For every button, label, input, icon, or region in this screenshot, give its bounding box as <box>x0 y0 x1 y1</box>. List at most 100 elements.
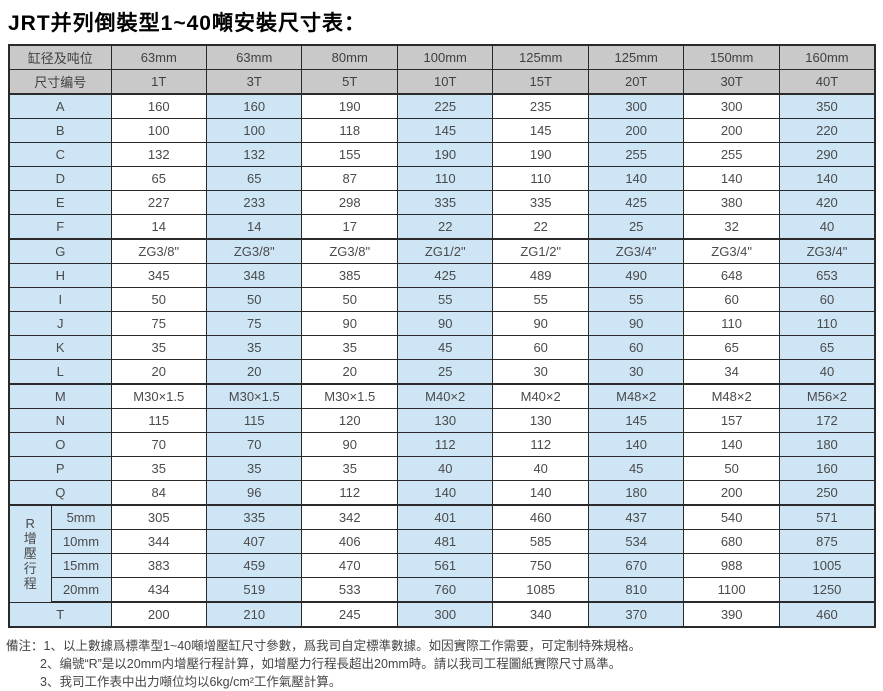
data-cell: 585 <box>492 529 589 554</box>
data-cell: 50 <box>301 287 398 312</box>
data-cell: 140 <box>492 480 589 506</box>
data-cell: 50 <box>683 456 780 481</box>
table-row: E 227 233 298 335 335 425 380 420 <box>8 190 876 215</box>
data-cell: 45 <box>587 456 685 481</box>
data-cell: 407 <box>205 529 303 554</box>
data-cell: 130 <box>492 408 589 433</box>
table-row: Q 84 96 112 140 140 180 200 250 <box>8 480 876 506</box>
table-row: P 35 35 35 40 40 45 50 160 <box>8 456 876 481</box>
data-cell: 190 <box>396 142 494 167</box>
data-cell: 35 <box>110 335 208 360</box>
row-label: T <box>8 601 112 628</box>
data-cell: 100 <box>110 118 208 143</box>
note-line-1: 備注：1、以上數據爲標準型1~40噸增壓缸尺寸參數，爲我司自定標準數據。如因實際… <box>6 637 883 655</box>
row-label: E <box>8 190 112 215</box>
table-row: A 160 160 190 225 235 300 300 350 <box>8 93 876 119</box>
data-cell: 130 <box>396 408 494 433</box>
data-cell: 300 <box>587 93 685 119</box>
data-cell: 118 <box>301 118 398 143</box>
table-row: 缸径及吨位 63mm 63mm 80mm 100mm 125mm 125mm 150mm 160… <box>8 44 876 70</box>
row-label: F <box>8 214 112 240</box>
data-cell: 1005 <box>778 553 876 578</box>
data-cell: 90 <box>396 311 494 336</box>
data-cell: 345 <box>110 263 208 288</box>
data-cell: 35 <box>110 456 208 481</box>
data-cell: 96 <box>205 480 303 506</box>
data-cell: 540 <box>683 504 780 530</box>
data-cell: 35 <box>205 456 303 481</box>
data-cell: 40 <box>396 456 494 481</box>
dimension-table-body: 缸径及吨位 63mm 63mm 80mm 100mm 125mm 125mm 150mm 160… <box>8 44 876 628</box>
data-cell: 561 <box>396 553 494 578</box>
data-cell: 110 <box>683 311 780 336</box>
data-cell: 65 <box>683 335 780 360</box>
data-cell: 335 <box>492 190 589 215</box>
row-label: O <box>8 432 112 457</box>
data-cell: 60 <box>683 287 780 312</box>
row-label: K <box>8 335 112 360</box>
data-cell: 50 <box>110 287 208 312</box>
data-cell: 84 <box>110 480 208 506</box>
data-cell: 145 <box>587 408 685 433</box>
table-row: G ZG3/8" ZG3/8" ZG3/8" ZG1/2" ZG1/2" ZG3/4" ZG3… <box>8 238 876 264</box>
header-tonnage-cell: 1T <box>110 69 208 95</box>
data-cell: 1250 <box>778 577 876 603</box>
data-cell: 65 <box>778 335 876 360</box>
data-cell: 90 <box>301 311 398 336</box>
data-cell: M30×1.5 <box>110 383 208 409</box>
data-cell: ZG3/8" <box>301 238 398 264</box>
data-cell: M56×2 <box>778 383 876 409</box>
table-row: 尺寸编号 1T 3T 5T 10T 15T 20T 30T 40T <box>8 69 876 95</box>
data-cell: 490 <box>587 263 685 288</box>
table-row: K 35 35 35 45 60 60 65 65 <box>8 335 876 360</box>
data-cell: 115 <box>205 408 303 433</box>
data-cell: 875 <box>778 529 876 554</box>
header-bore-cell: 125mm <box>492 44 589 70</box>
data-cell: 112 <box>396 432 494 457</box>
table-row: N 115 115 120 130 130 145 157 172 <box>8 408 876 433</box>
data-cell: 140 <box>587 432 685 457</box>
data-cell: 35 <box>301 456 398 481</box>
data-cell: 180 <box>587 480 685 506</box>
data-cell: 87 <box>301 166 398 191</box>
data-cell: 65 <box>205 166 303 191</box>
data-cell: M48×2 <box>587 383 685 409</box>
header-tonnage-cell: 5T <box>301 69 398 95</box>
note-3: 3、我司工作表中出力噸位均以6kg/cm²工作氣壓計算。 <box>40 675 342 689</box>
data-cell: 420 <box>778 190 876 215</box>
data-cell: 406 <box>301 529 398 554</box>
data-cell: 760 <box>396 577 494 603</box>
table-row: H 345 348 385 425 489 490 648 653 <box>8 263 876 288</box>
data-cell: 157 <box>683 408 780 433</box>
table-row: I 50 50 50 55 55 55 60 60 <box>8 287 876 312</box>
data-cell: 648 <box>683 263 780 288</box>
data-cell: 55 <box>587 287 685 312</box>
row-label: L <box>8 359 112 385</box>
r-label-char: 程 <box>23 576 37 592</box>
data-cell: 383 <box>110 553 208 578</box>
stroke-label: 5mm <box>50 504 112 530</box>
data-cell: 112 <box>492 432 589 457</box>
row-label: N <box>8 408 112 433</box>
data-cell: 534 <box>587 529 685 554</box>
data-cell: 115 <box>110 408 208 433</box>
data-cell: 45 <box>396 335 494 360</box>
data-cell: 60 <box>778 287 876 312</box>
data-cell: 90 <box>587 311 685 336</box>
data-cell: 300 <box>396 601 494 628</box>
table-row: T 200 210 245 300 340 370 390 460 <box>8 601 876 628</box>
data-cell: 90 <box>492 311 589 336</box>
data-cell: 20 <box>205 359 303 385</box>
data-cell: 300 <box>683 93 780 119</box>
data-cell: ZG1/2" <box>492 238 589 264</box>
data-cell: 200 <box>587 118 685 143</box>
data-cell: 110 <box>396 166 494 191</box>
data-cell: M40×2 <box>492 383 589 409</box>
data-cell: 290 <box>778 142 876 167</box>
data-cell: 140 <box>778 166 876 191</box>
data-cell: 70 <box>205 432 303 457</box>
data-cell: 55 <box>396 287 494 312</box>
data-cell: 14 <box>205 214 303 240</box>
notes-prefix: 備注： <box>6 639 44 653</box>
data-cell: 32 <box>683 214 780 240</box>
